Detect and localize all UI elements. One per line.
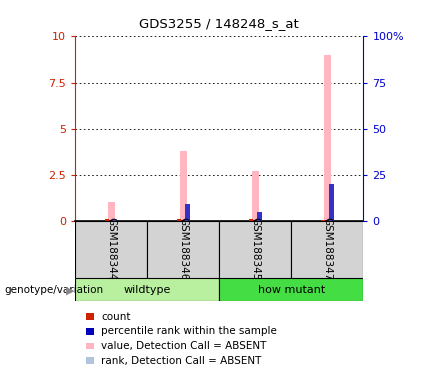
Text: wildtype: wildtype: [123, 285, 171, 295]
Text: GSM188347: GSM188347: [322, 217, 332, 280]
Bar: [105, 219, 109, 221]
Bar: [252, 171, 259, 221]
Bar: [147, 221, 219, 278]
Bar: [329, 184, 334, 221]
Bar: [324, 55, 331, 221]
Text: how mutant: how mutant: [258, 285, 325, 295]
Text: genotype/variation: genotype/variation: [4, 285, 104, 295]
Text: ▶: ▶: [66, 285, 74, 295]
Bar: [185, 204, 190, 221]
Text: rank, Detection Call = ABSENT: rank, Detection Call = ABSENT: [101, 356, 261, 366]
Bar: [75, 221, 147, 278]
Bar: [292, 221, 363, 278]
Text: GDS3255 / 148248_s_at: GDS3255 / 148248_s_at: [139, 17, 299, 30]
Bar: [329, 184, 334, 221]
Bar: [185, 204, 190, 221]
Text: GSM188346: GSM188346: [178, 217, 188, 280]
Bar: [258, 212, 262, 221]
Bar: [180, 151, 187, 221]
Text: percentile rank within the sample: percentile rank within the sample: [101, 326, 277, 336]
Text: count: count: [101, 312, 131, 322]
Bar: [177, 219, 181, 221]
Bar: [321, 220, 325, 221]
Text: value, Detection Call = ABSENT: value, Detection Call = ABSENT: [101, 341, 267, 351]
Text: GSM188344: GSM188344: [106, 217, 116, 280]
Bar: [114, 220, 118, 221]
Bar: [249, 219, 253, 221]
Bar: [258, 212, 262, 221]
Bar: [114, 220, 118, 221]
Bar: [219, 278, 363, 301]
Bar: [108, 202, 115, 221]
Text: GSM188345: GSM188345: [250, 217, 260, 280]
Bar: [75, 278, 219, 301]
Bar: [219, 221, 292, 278]
